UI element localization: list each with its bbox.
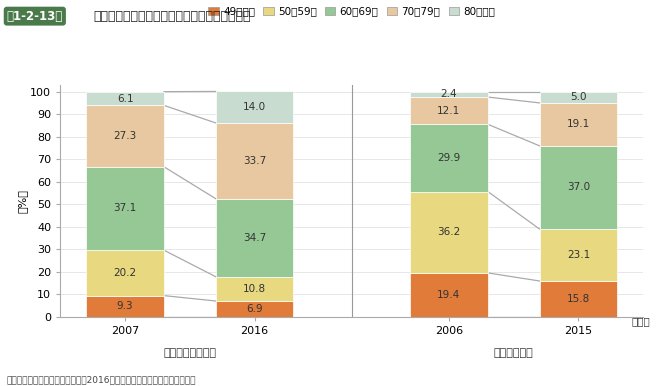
- Bar: [539, 103, 617, 146]
- Text: 27.3: 27.3: [113, 131, 137, 141]
- Text: 23.1: 23.1: [567, 250, 590, 260]
- Text: 20.2: 20.2: [113, 268, 137, 278]
- Text: 5.0: 5.0: [570, 92, 587, 102]
- Text: 中小企業全体: 中小企業全体: [494, 348, 533, 358]
- Text: 休廃業・解散企業の経営者年齢の構成比の変化: 休廃業・解散企業の経営者年齢の構成比の変化: [94, 10, 251, 23]
- Text: （年）: （年）: [631, 317, 650, 327]
- Legend: 49歳以下, 50～59歳, 60～69歳, 70～79歳, 80歳以上: 49歳以下, 50～59歳, 60～69歳, 70～79歳, 80歳以上: [204, 2, 499, 20]
- Text: 9.3: 9.3: [117, 301, 133, 311]
- Bar: [410, 91, 488, 97]
- Bar: [539, 229, 617, 281]
- Bar: [539, 281, 617, 317]
- Text: 第1-2-13図: 第1-2-13図: [7, 10, 63, 23]
- Text: 12.1: 12.1: [438, 106, 460, 116]
- Bar: [410, 97, 488, 124]
- Text: 6.9: 6.9: [247, 304, 263, 314]
- Bar: [86, 105, 164, 167]
- Text: 15.8: 15.8: [567, 294, 590, 304]
- Text: 10.8: 10.8: [243, 284, 266, 294]
- Bar: [539, 91, 617, 103]
- Text: 資料：（株）東京商工リサーチ「2016年「休廃業・解散企業」動向調査」: 資料：（株）東京商工リサーチ「2016年「休廃業・解散企業」動向調査」: [7, 375, 196, 384]
- Text: 休廃業・解散企業: 休廃業・解散企業: [163, 348, 216, 358]
- Text: 36.2: 36.2: [438, 227, 460, 237]
- Bar: [216, 123, 293, 199]
- Text: 19.4: 19.4: [438, 290, 460, 300]
- Bar: [86, 167, 164, 250]
- Text: 2.4: 2.4: [441, 90, 457, 99]
- Bar: [86, 250, 164, 296]
- Y-axis label: （%）: （%）: [17, 189, 27, 213]
- Bar: [216, 277, 293, 301]
- Bar: [216, 199, 293, 277]
- Text: 19.1: 19.1: [567, 119, 590, 129]
- Text: 37.0: 37.0: [567, 183, 590, 193]
- Bar: [410, 191, 488, 273]
- Bar: [86, 91, 164, 105]
- Text: 37.1: 37.1: [113, 203, 137, 213]
- Text: 6.1: 6.1: [117, 93, 133, 103]
- Text: 14.0: 14.0: [243, 102, 266, 112]
- Bar: [216, 91, 293, 123]
- Text: 29.9: 29.9: [438, 153, 460, 163]
- Text: 34.7: 34.7: [243, 233, 266, 243]
- Text: 33.7: 33.7: [243, 156, 266, 166]
- Bar: [410, 124, 488, 191]
- Bar: [410, 273, 488, 317]
- Bar: [539, 146, 617, 229]
- Bar: [216, 301, 293, 317]
- Bar: [86, 296, 164, 317]
